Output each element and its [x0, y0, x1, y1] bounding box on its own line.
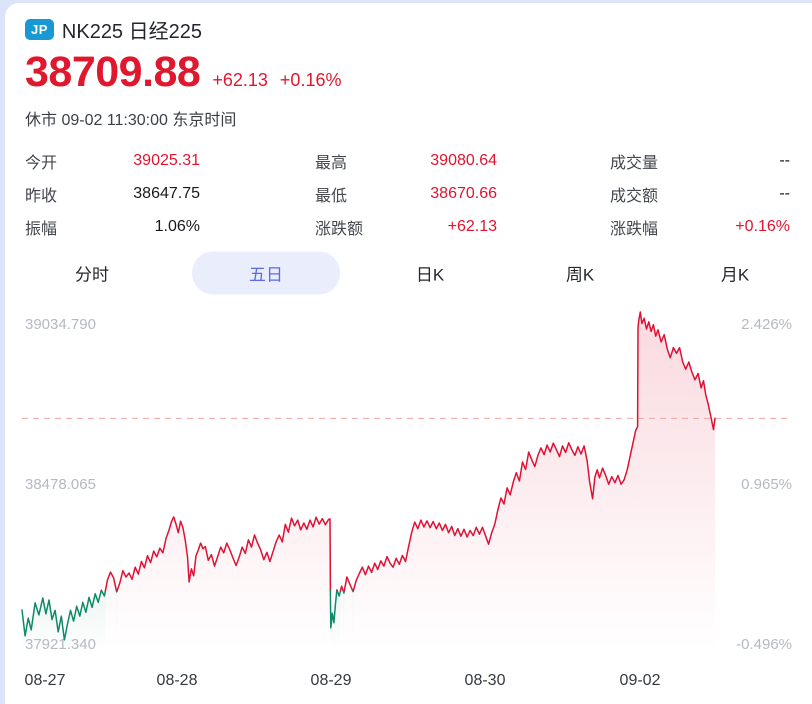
- stats-column-3: 成交量 -- 成交额 -- 涨跌幅 +0.16%: [610, 144, 790, 243]
- price-change-percent: +0.16%: [279, 70, 342, 90]
- period-tabs: 分时 五日 日K 周K 月K: [5, 250, 812, 296]
- stats-column-1: 今开 39025.31 昨收 38647.75 振幅 1.06%: [25, 144, 200, 243]
- stat-volume-value: --: [779, 151, 790, 169]
- stat-volume: 成交量 --: [610, 144, 790, 177]
- stat-turnover-value: --: [779, 184, 790, 202]
- stats-grid: 今开 39025.31 昨收 38647.75 振幅 1.06% 最高 3908…: [5, 144, 812, 243]
- stat-prev-close-label: 昨收: [25, 187, 58, 205]
- stat-prev-close: 昨收 38647.75: [25, 177, 200, 210]
- stat-low: 最低 38670.66: [315, 177, 497, 210]
- stat-change-percent-value: +0.16%: [735, 217, 790, 235]
- stat-prev-close-value: 38647.75: [133, 184, 200, 202]
- stat-change-percent: 涨跌幅 +0.16%: [610, 210, 790, 243]
- stat-high-label: 最高: [315, 154, 348, 172]
- instrument-header: JP NK225 日经225: [25, 15, 202, 44]
- stat-high-value: 39080.64: [430, 151, 497, 169]
- stat-low-label: 最低: [315, 187, 348, 205]
- quote-card: JP NK225 日经225 38709.88 +62.13 +0.16% 休市…: [5, 3, 812, 704]
- stat-volume-label: 成交量: [610, 154, 659, 172]
- stat-open-label: 今开: [25, 154, 58, 172]
- tab-five-day[interactable]: 五日: [192, 251, 340, 295]
- stat-change-percent-label: 涨跌幅: [610, 220, 659, 238]
- stat-amplitude-label: 振幅: [25, 220, 58, 238]
- stat-change-amount-value: +62.13: [447, 217, 497, 235]
- stat-change-amount-label: 涨跌额: [315, 220, 364, 238]
- price-change: +62.13: [212, 70, 268, 90]
- five-day-chart[interactable]: 39034.790 38478.065 37921.340 2.426% 0.9…: [5, 300, 812, 704]
- stat-open: 今开 39025.31: [25, 144, 200, 177]
- stat-turnover-label: 成交额: [610, 187, 659, 205]
- market-badge-jp: JP: [25, 19, 54, 40]
- tab-minute[interactable]: 分时: [75, 265, 109, 285]
- stat-low-value: 38670.66: [430, 184, 497, 202]
- stat-open-value: 39025.31: [133, 151, 200, 169]
- stats-column-2: 最高 39080.64 最低 38670.66 涨跌额 +62.13: [315, 144, 497, 243]
- market-status: 休市 09-02 11:30:00 东京时间: [25, 112, 237, 129]
- tab-daily-k[interactable]: 日K: [415, 265, 445, 285]
- price-row: 38709.88 +62.13 +0.16%: [25, 47, 341, 97]
- last-price: 38709.88: [25, 48, 201, 96]
- stat-amplitude: 振幅 1.06%: [25, 210, 200, 243]
- five-day-line-chart: [21, 311, 792, 652]
- stat-amplitude-value: 1.06%: [154, 217, 200, 235]
- tab-weekly-k[interactable]: 周K: [565, 265, 595, 285]
- instrument-title: NK225 日经225: [61, 21, 202, 43]
- tab-monthly-k[interactable]: 月K: [720, 265, 750, 285]
- stat-high: 最高 39080.64: [315, 144, 497, 177]
- stat-change-amount: 涨跌额 +62.13: [315, 210, 497, 243]
- stat-turnover: 成交额 --: [610, 177, 790, 210]
